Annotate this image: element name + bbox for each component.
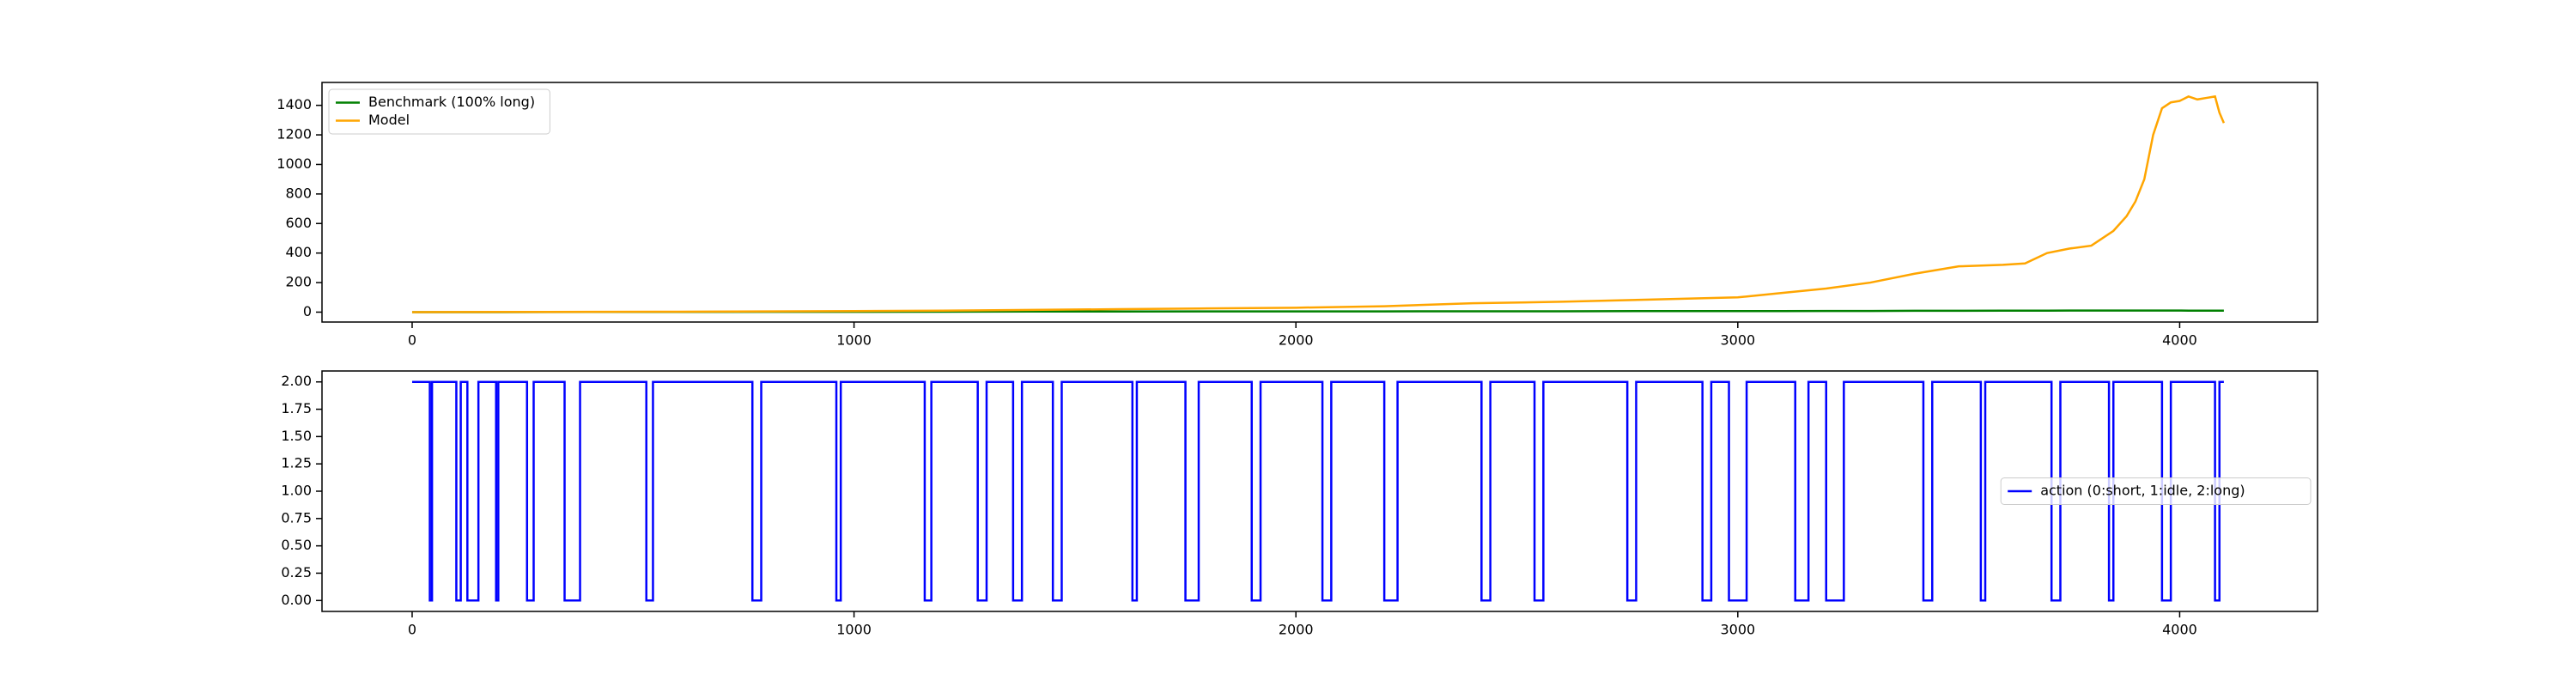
y-tick-label: 1200 [276,126,312,143]
x-tick-label: 3000 [1720,332,1755,349]
y-tick-label: 400 [285,244,312,260]
axes-frame [321,370,2318,612]
x-tick-label: 4000 [2162,622,2197,638]
y-tick-label: 600 [285,215,312,231]
y-tick-label: 0 [303,303,312,319]
y-tick-label: 0.00 [281,592,312,608]
y-tick-label: 1.00 [281,483,312,499]
y-tick-label: 1400 [276,96,312,112]
legend-box [2000,477,2312,505]
y-tick-label: 0.75 [281,509,312,526]
y-tick-label: 1.25 [281,455,312,471]
x-tick-label: 4000 [2162,332,2197,349]
y-tick-label: 1000 [276,155,312,172]
y-tick-label: 200 [285,274,312,290]
legend-label: Benchmark (100% long) [368,94,535,110]
x-tick-label: 2000 [1279,622,1314,638]
y-tick-label: 2.00 [281,373,312,389]
series-line [411,94,2226,313]
x-tick-label: 1000 [836,332,872,349]
y-tick-label: 1.50 [281,428,312,444]
series-line [411,380,2224,602]
legend-label: Model [368,112,410,128]
x-tick-label: 0 [408,332,416,349]
y-tick-label: 1.75 [281,400,312,416]
y-tick-label: 800 [285,185,312,201]
y-tick-label: 0.25 [281,564,312,581]
y-tick-label: 0.50 [281,537,312,553]
x-tick-label: 1000 [836,622,872,638]
x-tick-label: 2000 [1279,332,1314,349]
x-tick-label: 0 [408,622,416,638]
legend-box [328,88,550,135]
axes-frame [321,82,2318,323]
legend-label: action (0:short, 1:idle, 2:long) [2040,483,2245,499]
x-tick-label: 3000 [1720,622,1755,638]
series-line [411,309,2224,313]
